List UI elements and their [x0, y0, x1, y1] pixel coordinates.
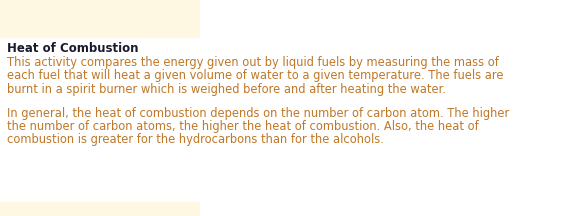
Text: Heat of Combustion: Heat of Combustion	[7, 42, 138, 55]
Text: each fuel that will heat a given volume of water to a given temperature. The fue: each fuel that will heat a given volume …	[7, 70, 504, 83]
Bar	[0, 202, 200, 216]
Text: In general, the heat of combustion depends on the number of carbon atom. The hig: In general, the heat of combustion depen…	[7, 106, 509, 119]
Bar	[0, 0, 200, 38]
Text: combustion is greater for the hydrocarbons than for the alcohols.: combustion is greater for the hydrocarbo…	[7, 133, 384, 146]
Text: the number of carbon atoms, the higher the heat of combustion. Also, the heat of: the number of carbon atoms, the higher t…	[7, 120, 479, 133]
Text: burnt in a spirit burner which is weighed before and after heating the water.: burnt in a spirit burner which is weighe…	[7, 83, 446, 96]
Text: This activity compares the energy given out by liquid fuels by measuring the mas: This activity compares the energy given …	[7, 56, 499, 69]
